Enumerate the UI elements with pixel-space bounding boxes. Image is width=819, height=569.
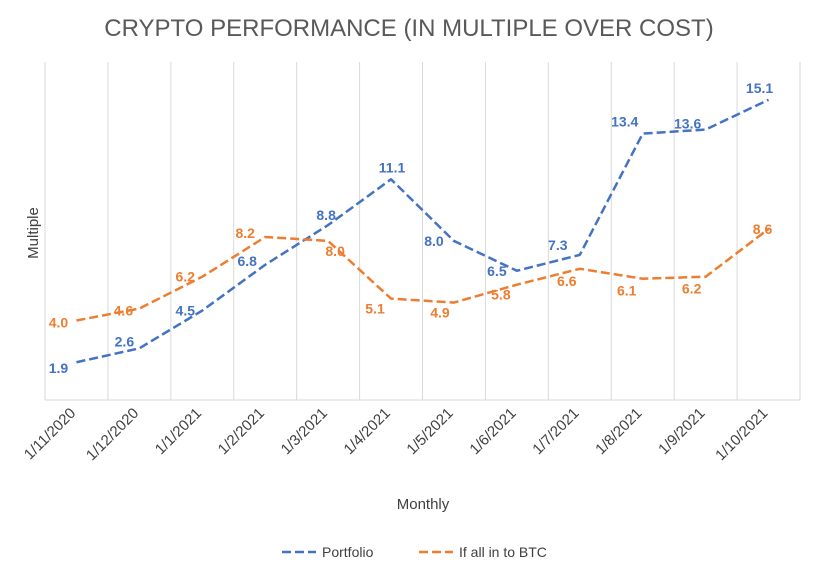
data-label: 8.6 — [753, 221, 773, 237]
x-tick-label: 1/8/2021 — [592, 405, 645, 458]
data-label: 8.8 — [316, 207, 336, 223]
data-label: 6.8 — [237, 253, 257, 269]
gridlines — [44, 62, 801, 400]
series-layer — [76, 98, 770, 364]
x-tick-label: 1/7/2021 — [529, 405, 582, 458]
x-tick-label: 1/6/2021 — [466, 405, 519, 458]
x-tick-label: 1/4/2021 — [341, 405, 394, 458]
data-label: 5.8 — [491, 287, 511, 303]
x-tick-label: 1/11/2020 — [21, 405, 79, 463]
x-tick-label: 1/1/2021 — [152, 405, 205, 458]
data-label: 6.5 — [487, 263, 507, 279]
x-tick-label: 1/5/2021 — [403, 405, 456, 458]
data-label: 11.1 — [379, 159, 406, 175]
x-tick-label: 1/10/2021 — [712, 405, 771, 464]
x-tick-label: 1/2/2021 — [215, 405, 268, 458]
data-label: 4.5 — [176, 303, 196, 319]
data-label: 13.4 — [611, 114, 638, 130]
x-tick-labels: 1/11/2020 1/12/2020 1/1/2021 1/2/2021 1/3/20… — [21, 405, 772, 464]
data-label: 2.6 — [115, 333, 135, 349]
x-tick-label: 1/9/2021 — [655, 405, 708, 458]
data-label: 4.9 — [430, 305, 450, 321]
data-label: 6.1 — [617, 283, 637, 299]
legend-label: If all in to BTC — [459, 544, 547, 560]
data-label: 1.9 — [49, 360, 69, 376]
data-label: 6.2 — [176, 269, 196, 285]
data-label: 6.2 — [682, 281, 702, 297]
data-label: 8.0 — [325, 243, 345, 259]
x-tick-label: 1/12/2020 — [83, 405, 142, 464]
chart-title: CRYPTO PERFORMANCE (IN MULTIPLE OVER COS… — [104, 15, 713, 42]
data-label: 4.6 — [114, 303, 134, 319]
data-label: 8.2 — [235, 225, 255, 241]
data-label: 6.6 — [557, 273, 577, 289]
data-label: 8.0 — [424, 233, 444, 249]
legend-label: Portfolio — [322, 544, 374, 560]
series-line-btc — [76, 228, 770, 322]
x-tick-label: 1/3/2021 — [278, 405, 331, 458]
data-label: 15.1 — [746, 80, 773, 96]
data-label: 13.6 — [674, 116, 701, 132]
data-label: 5.1 — [365, 301, 385, 317]
x-axis-title: Monthly — [397, 496, 450, 513]
series-line-portfolio — [76, 98, 770, 364]
y-axis-title: Multiple — [25, 207, 42, 259]
legend: Portfolio If all in to BTC — [282, 544, 547, 560]
data-label-layer: 1.9 2.6 4.5 6.8 8.8 11.1 8.0 6.5 7.3 13.4 13.6 15.1… — [49, 80, 774, 376]
data-label: 7.3 — [548, 237, 568, 253]
data-label: 4.0 — [49, 314, 69, 330]
